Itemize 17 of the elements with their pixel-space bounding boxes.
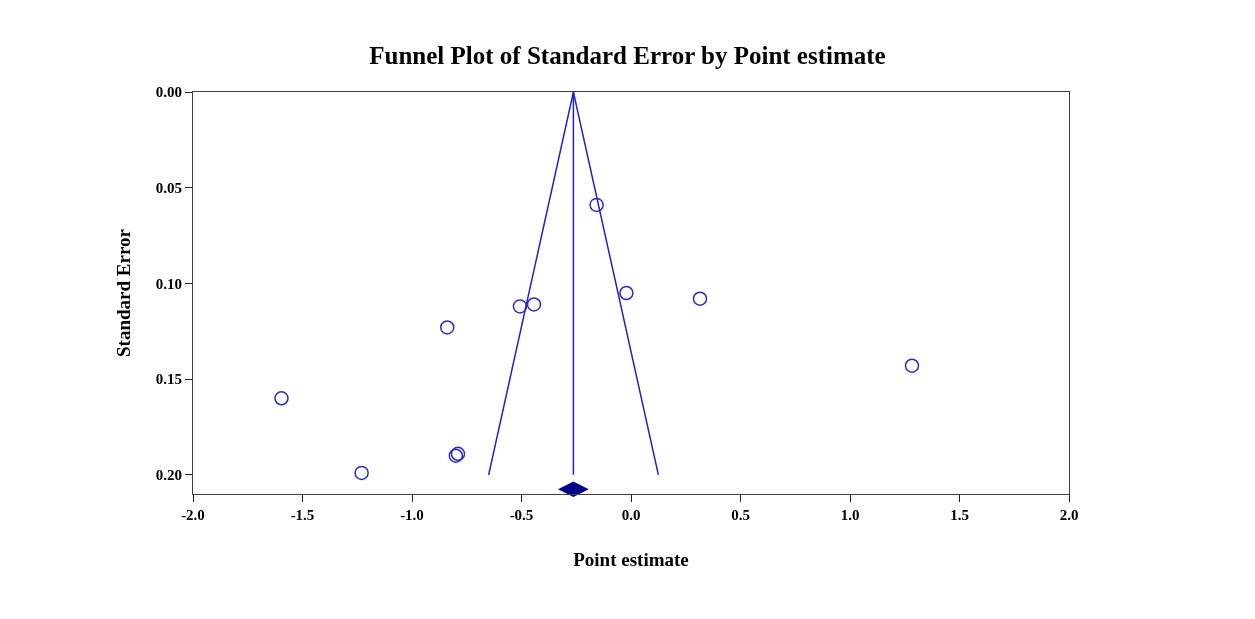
y-tick-label: 0.05	[155, 179, 182, 196]
y-axis-title: Standard Error	[112, 228, 134, 357]
x-tick-label: 1.5	[950, 507, 969, 523]
y-tick-label: 0.00	[155, 84, 182, 101]
x-tick-label: -1.0	[400, 507, 424, 523]
x-tick-label: -1.5	[290, 507, 315, 523]
x-tick-label: 1.0	[840, 507, 860, 523]
x-tick-label: 0.5	[731, 507, 750, 523]
y-tick-label: 0.10	[155, 275, 182, 292]
x-axis-title: Point estimate	[573, 548, 689, 570]
x-tick-label: 0.0	[621, 507, 641, 523]
x-tick-label: -0.5	[509, 507, 534, 523]
y-tick-label: 0.20	[155, 467, 182, 484]
y-tick-label: 0.15	[155, 371, 182, 388]
x-tick-label: -2.0	[181, 507, 205, 523]
x-tick-label: 2.0	[1059, 507, 1079, 523]
chart-title: Funnel Plot of Standard Error by Point estimate	[369, 42, 886, 70]
